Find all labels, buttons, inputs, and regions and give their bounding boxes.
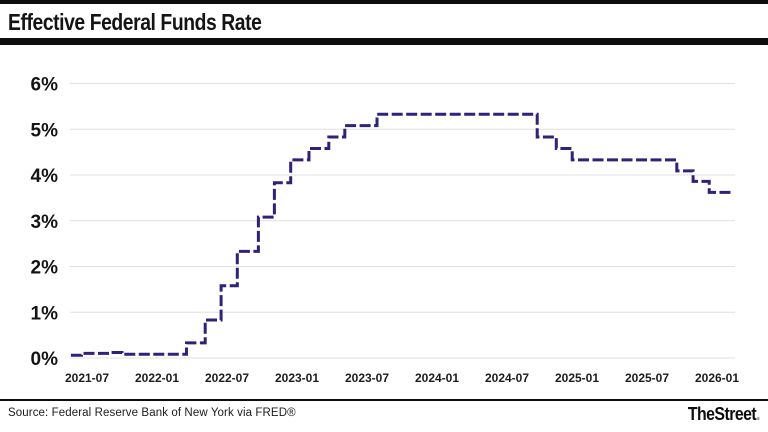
title-divider-rule <box>0 38 768 45</box>
x-tick-label: 2023-07 <box>345 371 389 385</box>
y-axis-labels: 0% 1% 2% 3% 4% 5% 6% <box>31 75 59 371</box>
y-tick-label: 0% <box>31 349 59 370</box>
x-tick-label: 2025-07 <box>625 371 669 385</box>
x-tick-label: 2025-01 <box>555 371 599 385</box>
gridlines <box>70 83 735 359</box>
chart-title: Effective Federal Funds Rate <box>8 9 262 35</box>
chart-svg: 0% 1% 2% 3% 4% 5% 6% 2021-07 2022-01 2022-07 2023… <box>31 75 740 386</box>
y-tick-label: 4% <box>31 166 59 187</box>
x-axis-labels: 2021-07 2022-01 2022-07 2023-01 2023-07 2024-… <box>65 371 739 385</box>
x-tick-label: 2024-07 <box>485 371 529 385</box>
effr-step-line <box>70 112 734 357</box>
x-tick-label: 2026-01 <box>695 371 739 385</box>
thestreet-logo: TheStreet. <box>687 404 761 425</box>
y-tick-label: 6% <box>31 75 59 96</box>
y-tick-label: 1% <box>31 303 59 324</box>
x-tick-label: 2023-01 <box>275 371 319 385</box>
thestreet-logo-text: TheStreet <box>687 404 757 424</box>
source-credit: Source: Federal Reserve Bank of New York… <box>8 407 296 419</box>
footer-rule <box>0 399 768 401</box>
thestreet-logo-dot: . <box>756 404 760 424</box>
y-tick-label: 5% <box>31 120 59 141</box>
x-tick-label: 2022-07 <box>205 371 249 385</box>
y-tick-label: 3% <box>31 212 59 233</box>
x-tick-label: 2024-01 <box>415 371 459 385</box>
x-tick-label: 2022-01 <box>135 371 179 385</box>
x-tick-label: 2021-07 <box>65 371 109 385</box>
y-tick-label: 2% <box>31 258 59 279</box>
top-rule <box>0 0 768 4</box>
